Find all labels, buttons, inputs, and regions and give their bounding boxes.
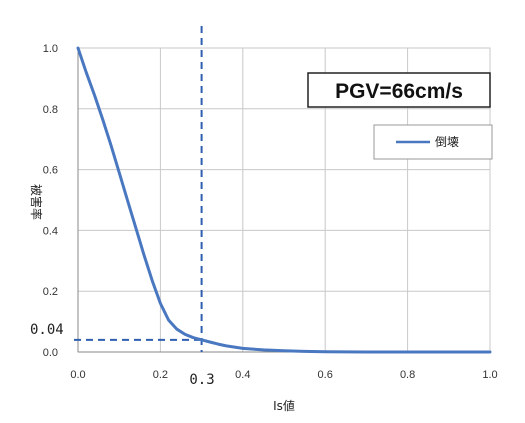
pgv-label: PGV=66cm/s bbox=[335, 80, 463, 103]
x-tick-label-3: 0.6 bbox=[318, 369, 333, 381]
y-axis-title: 被害率 bbox=[29, 184, 44, 220]
x-tick-label-4: 0.8 bbox=[400, 369, 415, 381]
y-tick-label-3: 0.6 bbox=[43, 165, 58, 177]
series-layer bbox=[76, 46, 492, 354]
tick-labels: 0.0 0.2 0.4 0.6 0.8 1.0 0.0 0.2 0.4 0.6 0.8 1.0 bbox=[43, 43, 498, 381]
guide-x-label: 0.3 bbox=[189, 372, 214, 388]
x-tick-label-5: 1.0 bbox=[482, 369, 497, 381]
x-tick-label-2: 0.4 bbox=[235, 369, 250, 381]
guide-y-label: 0.04 bbox=[30, 322, 64, 338]
x-tick-label-1: 0.2 bbox=[153, 369, 168, 381]
y-tick-label-0: 0.0 bbox=[43, 347, 58, 359]
series-line-0 bbox=[76, 46, 492, 354]
y-tick-label-1: 0.2 bbox=[43, 286, 58, 298]
y-tick-label-2: 0.4 bbox=[43, 225, 58, 237]
legend-box bbox=[373, 124, 493, 160]
legend-label: 倒壊 bbox=[435, 135, 459, 149]
legend: 倒壊 bbox=[373, 124, 493, 160]
y-tick-label-4: 0.8 bbox=[43, 104, 58, 116]
pgv-box bbox=[307, 72, 491, 108]
y-tick-label-5: 1.0 bbox=[43, 43, 58, 55]
x-tick-label-0: 0.0 bbox=[70, 369, 85, 381]
guide-lines bbox=[74, 26, 203, 352]
x-axis-title: Is値 bbox=[273, 398, 295, 413]
